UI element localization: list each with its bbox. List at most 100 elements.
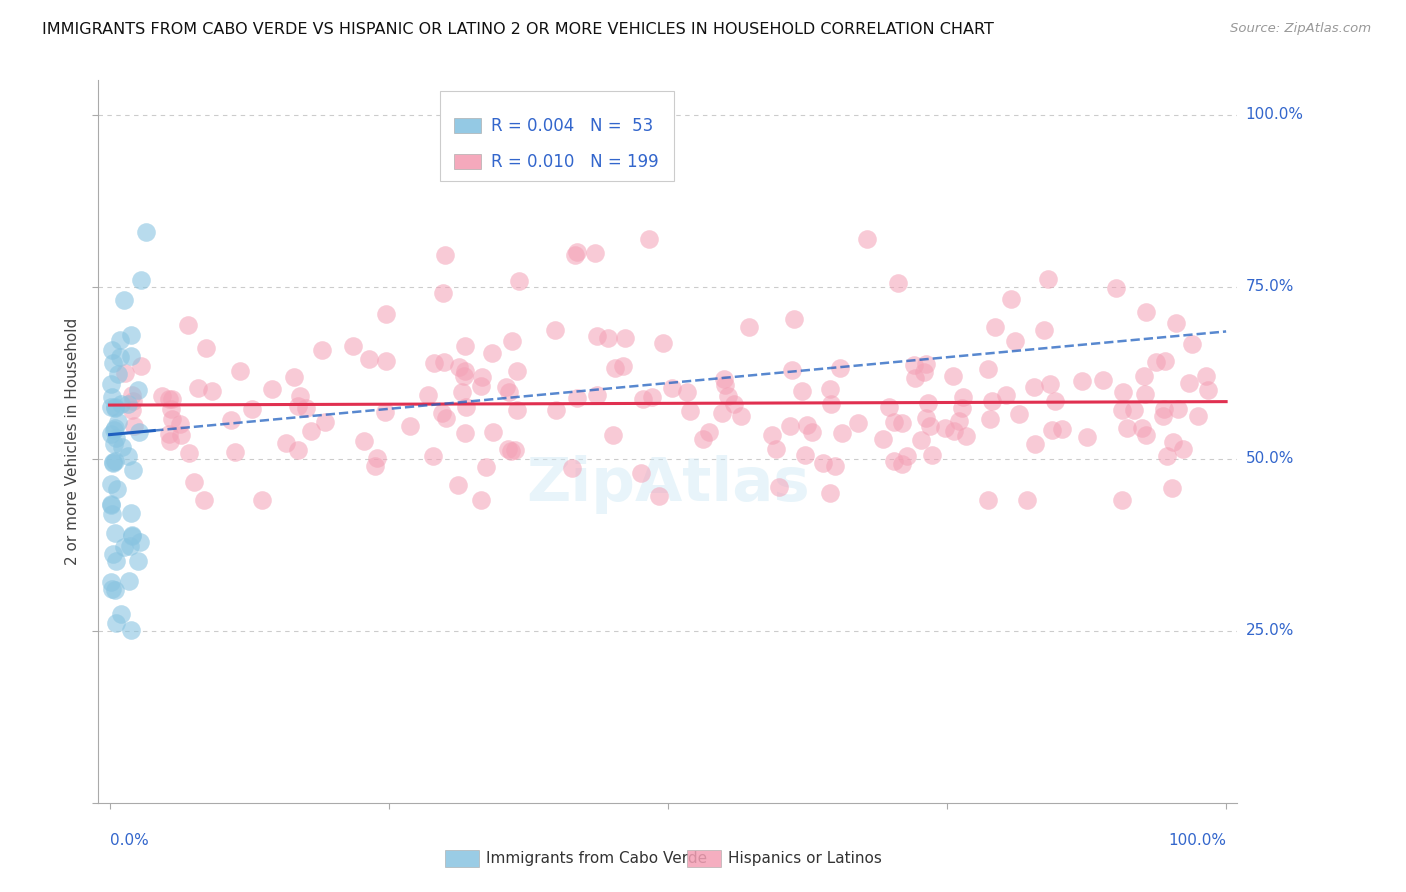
Point	[295, 401, 318, 415]
Point	[129, 534, 152, 549]
Point	[105, 615, 128, 630]
Point	[120, 623, 142, 637]
Point	[1167, 401, 1189, 416]
Point	[768, 480, 790, 494]
Point	[544, 323, 567, 337]
Point	[661, 381, 683, 395]
Point	[955, 428, 977, 442]
Point	[110, 350, 132, 364]
Point	[150, 388, 173, 402]
Point	[101, 547, 124, 561]
Text: Immigrants from Cabo Verde: Immigrants from Cabo Verde	[485, 851, 707, 866]
Point	[818, 486, 841, 500]
Point	[169, 417, 191, 431]
Point	[1115, 421, 1137, 435]
Point	[1104, 281, 1126, 295]
Point	[127, 553, 149, 567]
Point	[104, 431, 127, 445]
Point	[314, 415, 336, 429]
Point	[586, 387, 609, 401]
Point	[1024, 437, 1046, 451]
Point	[1181, 336, 1204, 351]
Point	[287, 442, 309, 457]
Point	[1132, 421, 1154, 435]
Point	[100, 497, 122, 511]
Point	[1153, 402, 1175, 417]
Point	[640, 390, 662, 404]
Point	[846, 417, 869, 431]
Point	[422, 356, 444, 370]
Point	[240, 402, 263, 417]
Point	[433, 355, 456, 369]
Point	[780, 363, 803, 377]
Point	[714, 378, 737, 392]
Point	[112, 293, 135, 308]
Point	[915, 410, 938, 425]
Point	[103, 456, 125, 470]
Point	[100, 377, 122, 392]
Point	[505, 364, 527, 378]
Point	[129, 273, 152, 287]
Text: 100.0%: 100.0%	[1246, 107, 1303, 122]
Point	[1032, 323, 1054, 337]
Point	[470, 493, 492, 508]
Point	[250, 493, 273, 508]
Point	[121, 402, 143, 417]
Point	[1160, 482, 1182, 496]
Point	[100, 508, 122, 522]
Point	[793, 448, 815, 462]
Point	[912, 365, 935, 379]
Point	[1000, 293, 1022, 307]
Text: R = 0.004   N =  53: R = 0.004 N = 53	[491, 118, 654, 136]
Point	[1038, 272, 1060, 286]
Point	[422, 449, 444, 463]
Point	[713, 372, 735, 386]
Point	[675, 384, 697, 399]
Point	[162, 411, 184, 425]
Point	[229, 363, 252, 377]
Point	[796, 418, 818, 433]
Point	[738, 320, 761, 334]
Point	[630, 466, 652, 480]
Point	[1197, 384, 1219, 398]
Point	[613, 331, 636, 345]
Point	[979, 411, 1001, 425]
FancyBboxPatch shape	[440, 91, 673, 181]
Point	[1171, 442, 1194, 457]
Point	[100, 574, 122, 589]
Point	[980, 394, 1002, 409]
Point	[482, 425, 505, 439]
FancyBboxPatch shape	[688, 850, 721, 867]
Point	[1039, 376, 1062, 391]
Point	[364, 458, 387, 473]
Point	[612, 359, 634, 374]
Point	[121, 529, 143, 543]
Point	[976, 361, 998, 376]
Point	[107, 367, 129, 381]
Point	[160, 392, 183, 406]
Point	[891, 457, 914, 471]
Point	[583, 246, 606, 260]
Point	[104, 453, 127, 467]
Point	[120, 506, 142, 520]
Y-axis label: 2 or more Vehicles in Household: 2 or more Vehicles in Household	[65, 318, 80, 566]
Point	[883, 454, 905, 468]
Point	[353, 434, 375, 449]
Point	[564, 248, 586, 262]
Text: 50.0%: 50.0%	[1246, 451, 1294, 467]
Point	[120, 327, 142, 342]
Point	[567, 391, 589, 405]
Point	[475, 460, 498, 475]
Point	[453, 339, 475, 353]
Point	[274, 436, 297, 450]
Point	[398, 418, 420, 433]
Point	[187, 381, 209, 395]
Point	[783, 312, 806, 326]
Point	[418, 388, 440, 402]
Point	[813, 456, 835, 470]
Point	[122, 463, 145, 477]
Point	[498, 384, 520, 399]
Point	[692, 432, 714, 446]
Point	[159, 401, 181, 416]
Point	[1111, 403, 1133, 417]
